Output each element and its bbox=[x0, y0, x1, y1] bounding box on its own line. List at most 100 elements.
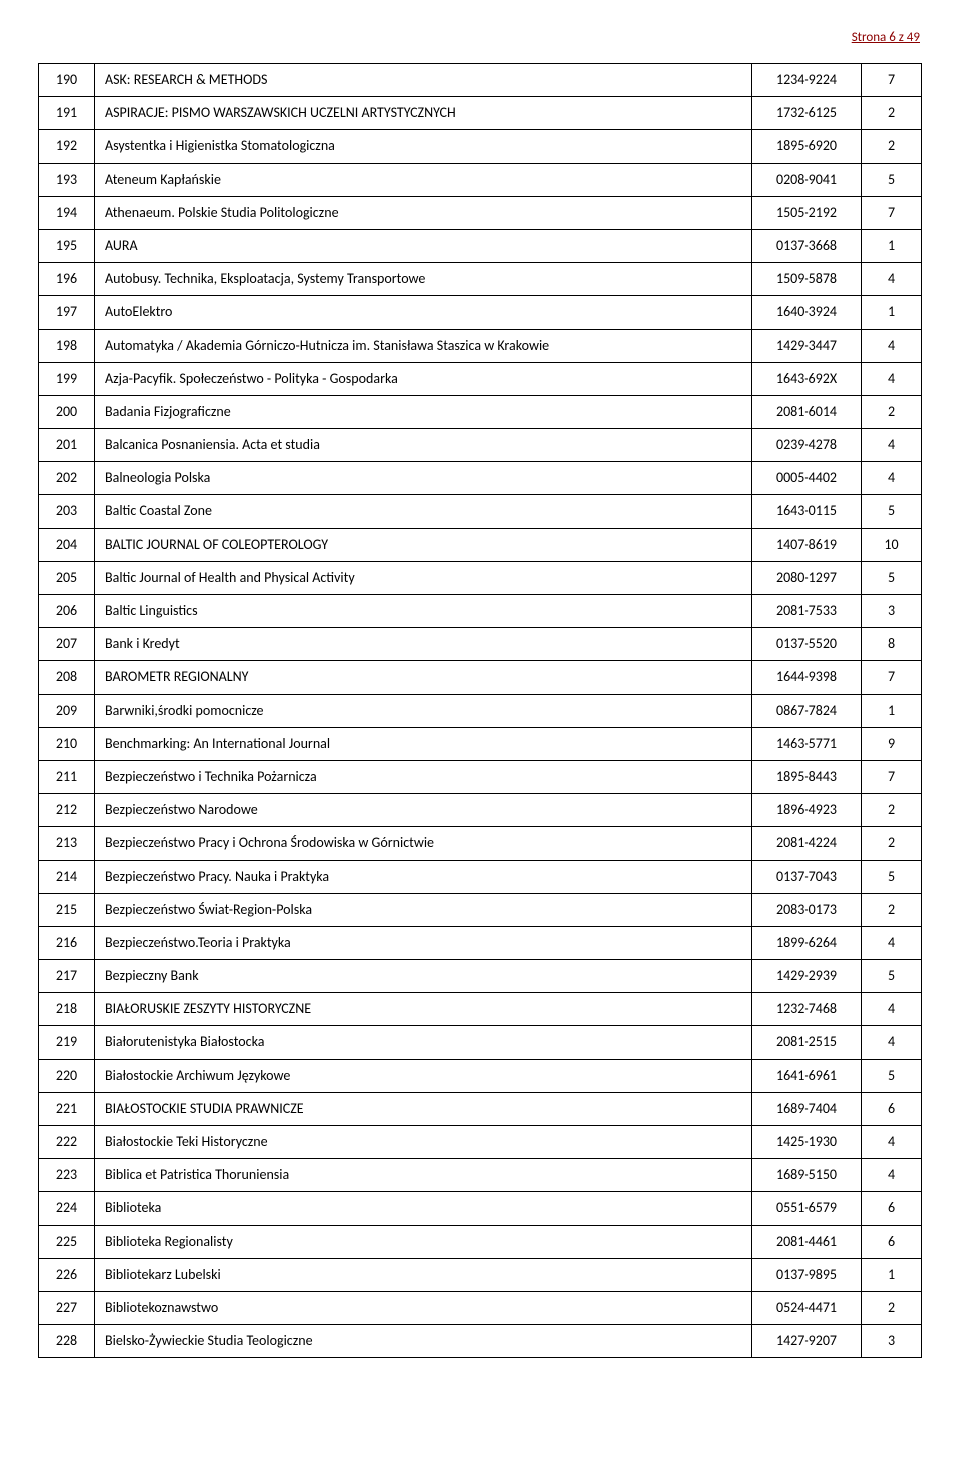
cell-lp: 213 bbox=[39, 827, 95, 860]
cell-lp: 203 bbox=[39, 495, 95, 528]
cell-lp: 215 bbox=[39, 893, 95, 926]
cell-points: 5 bbox=[862, 495, 922, 528]
cell-lp: 197 bbox=[39, 296, 95, 329]
table-row: 212Bezpieczeństwo Narodowe1896-49232 bbox=[39, 794, 922, 827]
cell-name: Białostockie Teki Historyczne bbox=[95, 1126, 752, 1159]
cell-issn: 1896-4923 bbox=[752, 794, 862, 827]
cell-name: Bezpieczeństwo Pracy i Ochrona Środowisk… bbox=[95, 827, 752, 860]
table-row: 210Benchmarking: An International Journa… bbox=[39, 727, 922, 760]
cell-issn: 0137-5520 bbox=[752, 628, 862, 661]
cell-points: 4 bbox=[862, 993, 922, 1026]
table-row: 193Ateneum Kapłańskie0208-90415 bbox=[39, 163, 922, 196]
table-row: 225Biblioteka Regionalisty2081-44616 bbox=[39, 1225, 922, 1258]
cell-lp: 210 bbox=[39, 727, 95, 760]
cell-points: 2 bbox=[862, 97, 922, 130]
cell-points: 7 bbox=[862, 196, 922, 229]
cell-lp: 223 bbox=[39, 1159, 95, 1192]
cell-name: Bezpieczeństwo Pracy. Nauka i Praktyka bbox=[95, 860, 752, 893]
cell-points: 6 bbox=[862, 1225, 922, 1258]
cell-issn: 0208-9041 bbox=[752, 163, 862, 196]
journals-table: 190ASK: RESEARCH & METHODS1234-92247191A… bbox=[38, 63, 922, 1358]
cell-issn: 2081-4224 bbox=[752, 827, 862, 860]
cell-name: Balneologia Polska bbox=[95, 462, 752, 495]
cell-name: Balcanica Posnaniensia. Acta et studia bbox=[95, 429, 752, 462]
cell-lp: 211 bbox=[39, 760, 95, 793]
cell-issn: 1427-9207 bbox=[752, 1325, 862, 1358]
table-row: 208BAROMETR REGIONALNY1644-93987 bbox=[39, 661, 922, 694]
table-row: 211Bezpieczeństwo i Technika Pożarnicza1… bbox=[39, 760, 922, 793]
cell-name: Badania Fizjograficzne bbox=[95, 395, 752, 428]
table-row: 196Autobusy. Technika, Eksploatacja, Sys… bbox=[39, 263, 922, 296]
table-row: 218BIAŁORUSKIE ZESZYTY HISTORYCZNE1232-7… bbox=[39, 993, 922, 1026]
table-row: 207Bank i Kredyt0137-55208 bbox=[39, 628, 922, 661]
cell-points: 4 bbox=[862, 1026, 922, 1059]
table-row: 202Balneologia Polska0005-44024 bbox=[39, 462, 922, 495]
cell-issn: 1425-1930 bbox=[752, 1126, 862, 1159]
cell-name: Ateneum Kapłańskie bbox=[95, 163, 752, 196]
cell-issn: 1407-8619 bbox=[752, 528, 862, 561]
cell-points: 9 bbox=[862, 727, 922, 760]
cell-points: 1 bbox=[862, 1258, 922, 1291]
cell-points: 2 bbox=[862, 893, 922, 926]
cell-lp: 224 bbox=[39, 1192, 95, 1225]
cell-points: 2 bbox=[862, 130, 922, 163]
cell-issn: 1689-7404 bbox=[752, 1092, 862, 1125]
cell-points: 3 bbox=[862, 1325, 922, 1358]
cell-lp: 190 bbox=[39, 64, 95, 97]
cell-points: 5 bbox=[862, 860, 922, 893]
cell-issn: 1429-2939 bbox=[752, 960, 862, 993]
cell-name: Automatyka / Akademia Górniczo-Hutnicza … bbox=[95, 329, 752, 362]
cell-name: Bezpieczeństwo.Teoria i Praktyka bbox=[95, 926, 752, 959]
cell-points: 10 bbox=[862, 528, 922, 561]
cell-points: 1 bbox=[862, 229, 922, 262]
cell-issn: 2083-0173 bbox=[752, 893, 862, 926]
cell-lp: 194 bbox=[39, 196, 95, 229]
cell-name: Białostockie Archiwum Językowe bbox=[95, 1059, 752, 1092]
table-row: 203Baltic Coastal Zone1643-01155 bbox=[39, 495, 922, 528]
cell-points: 5 bbox=[862, 561, 922, 594]
cell-name: Asystentka i Higienistka Stomatologiczna bbox=[95, 130, 752, 163]
table-row: 223Biblica et Patristica Thoruniensia168… bbox=[39, 1159, 922, 1192]
table-row: 200Badania Fizjograficzne2081-60142 bbox=[39, 395, 922, 428]
cell-issn: 2081-7533 bbox=[752, 595, 862, 628]
cell-name: Barwniki,środki pomocnicze bbox=[95, 694, 752, 727]
table-row: 191ASPIRACJE: PISMO WARSZAWSKICH UCZELNI… bbox=[39, 97, 922, 130]
cell-issn: 1640-3924 bbox=[752, 296, 862, 329]
table-row: 227Bibliotekoznawstwo0524-44712 bbox=[39, 1291, 922, 1324]
cell-name: Baltic Journal of Health and Physical Ac… bbox=[95, 561, 752, 594]
cell-name: Autobusy. Technika, Eksploatacja, System… bbox=[95, 263, 752, 296]
table-row: 221BIAŁOSTOCKIE STUDIA PRAWNICZE1689-740… bbox=[39, 1092, 922, 1125]
cell-lp: 218 bbox=[39, 993, 95, 1026]
cell-issn: 2081-2515 bbox=[752, 1026, 862, 1059]
cell-name: Baltic Coastal Zone bbox=[95, 495, 752, 528]
table-row: 190ASK: RESEARCH & METHODS1234-92247 bbox=[39, 64, 922, 97]
table-row: 224Biblioteka0551-65796 bbox=[39, 1192, 922, 1225]
cell-lp: 220 bbox=[39, 1059, 95, 1092]
table-row: 220Białostockie Archiwum Językowe1641-69… bbox=[39, 1059, 922, 1092]
cell-name: Baltic Linguistics bbox=[95, 595, 752, 628]
cell-points: 3 bbox=[862, 595, 922, 628]
cell-name: BAROMETR REGIONALNY bbox=[95, 661, 752, 694]
cell-lp: 221 bbox=[39, 1092, 95, 1125]
table-row: 194Athenaeum. Polskie Studia Politologic… bbox=[39, 196, 922, 229]
table-row: 209Barwniki,środki pomocnicze0867-78241 bbox=[39, 694, 922, 727]
table-row: 192Asystentka i Higienistka Stomatologic… bbox=[39, 130, 922, 163]
cell-issn: 1732-6125 bbox=[752, 97, 862, 130]
table-row: 205Baltic Journal of Health and Physical… bbox=[39, 561, 922, 594]
cell-issn: 1644-9398 bbox=[752, 661, 862, 694]
cell-issn: 0137-7043 bbox=[752, 860, 862, 893]
cell-points: 4 bbox=[862, 1159, 922, 1192]
cell-lp: 226 bbox=[39, 1258, 95, 1291]
cell-issn: 1643-692X bbox=[752, 362, 862, 395]
cell-name: Bezpieczeństwo Świat-Region-Polska bbox=[95, 893, 752, 926]
cell-issn: 2080-1297 bbox=[752, 561, 862, 594]
cell-lp: 212 bbox=[39, 794, 95, 827]
cell-issn: 1505-2192 bbox=[752, 196, 862, 229]
cell-lp: 202 bbox=[39, 462, 95, 495]
cell-issn: 2081-6014 bbox=[752, 395, 862, 428]
cell-name: Azja-Pacyfik. Społeczeństwo - Polityka -… bbox=[95, 362, 752, 395]
cell-name: AutoElektro bbox=[95, 296, 752, 329]
cell-lp: 225 bbox=[39, 1225, 95, 1258]
cell-lp: 201 bbox=[39, 429, 95, 462]
table-row: 213Bezpieczeństwo Pracy i Ochrona Środow… bbox=[39, 827, 922, 860]
